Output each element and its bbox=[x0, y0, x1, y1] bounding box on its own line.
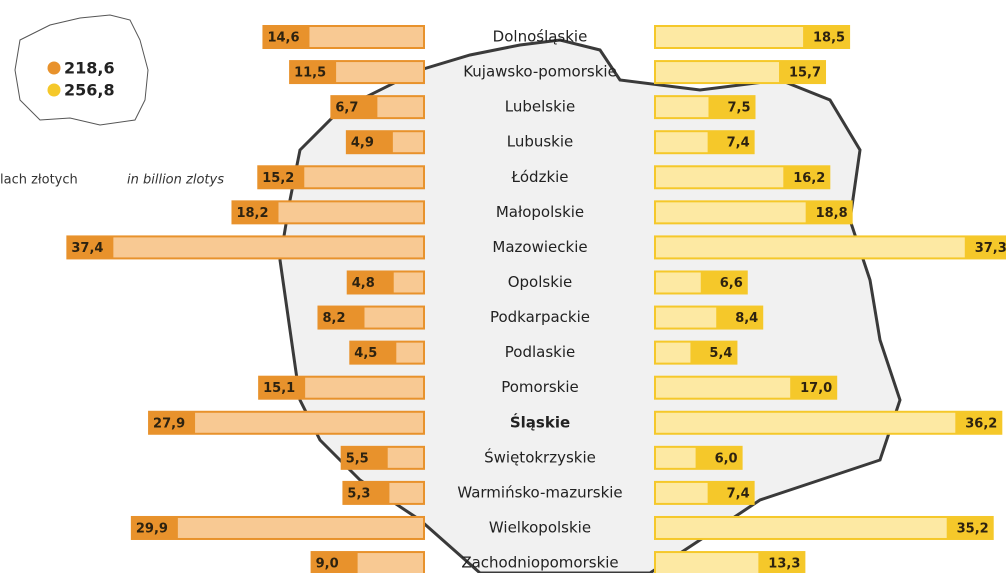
legend-label: 256,8 bbox=[64, 81, 115, 100]
bar bbox=[654, 515, 994, 540]
value-label: 37,4 bbox=[71, 241, 103, 256]
category-label: Śląskie bbox=[510, 412, 570, 431]
value-label: 5,4 bbox=[709, 346, 732, 361]
value-box bbox=[343, 481, 390, 504]
category-label: Podlaskie bbox=[505, 343, 575, 361]
value-box bbox=[964, 236, 1006, 259]
value-label: 11,5 bbox=[294, 66, 326, 81]
value-box bbox=[149, 411, 196, 434]
value-label: 13,3 bbox=[768, 557, 800, 572]
value-box bbox=[311, 552, 358, 573]
bar bbox=[66, 235, 426, 260]
category-label: Łódzkie bbox=[510, 168, 568, 186]
value-box bbox=[700, 271, 747, 294]
category-label: Kujawsko-pomorskie bbox=[463, 63, 617, 81]
value-box bbox=[803, 26, 850, 48]
value-label: 4,5 bbox=[354, 346, 377, 361]
value-label: 35,2 bbox=[957, 521, 989, 536]
value-label: 29,9 bbox=[136, 521, 168, 536]
value-label: 27,9 bbox=[153, 416, 185, 431]
unit-label-en: in billion zlotys bbox=[127, 173, 224, 188]
value-box bbox=[331, 96, 378, 119]
bar bbox=[654, 410, 1003, 435]
value-label: 8,4 bbox=[735, 311, 758, 326]
value-box bbox=[707, 131, 754, 154]
value-box bbox=[695, 446, 742, 469]
category-label: Świętokrzyskie bbox=[484, 447, 596, 466]
value-box bbox=[790, 376, 837, 399]
value-label: 7,4 bbox=[727, 136, 750, 151]
value-box bbox=[707, 481, 754, 504]
category-label: Małopolskie bbox=[496, 203, 584, 221]
value-label: 5,5 bbox=[346, 451, 369, 466]
value-box bbox=[346, 131, 393, 154]
legend-dot bbox=[47, 83, 61, 97]
bar bbox=[654, 235, 1006, 260]
value-box bbox=[758, 552, 805, 573]
category-label: Warmińsko-mazurskie bbox=[457, 483, 622, 501]
value-box bbox=[783, 166, 830, 189]
value-box bbox=[258, 166, 305, 189]
category-label: Zachodniopomorskie bbox=[461, 554, 618, 572]
value-box bbox=[131, 516, 178, 539]
value-label: 18,2 bbox=[236, 206, 268, 221]
value-label: 15,2 bbox=[262, 171, 294, 186]
value-label: 17,0 bbox=[800, 381, 832, 396]
value-label: 36,2 bbox=[965, 416, 997, 431]
value-box bbox=[259, 376, 306, 399]
value-box bbox=[347, 271, 394, 294]
category-label: Podkarpackie bbox=[490, 308, 590, 326]
category-label: Dolnośląskie bbox=[493, 28, 588, 46]
value-label: 14,6 bbox=[267, 31, 299, 46]
category-label: Lubuskie bbox=[507, 133, 574, 151]
value-label: 4,8 bbox=[352, 276, 375, 291]
value-box bbox=[955, 411, 1002, 434]
legend-label: 218,6 bbox=[64, 59, 115, 78]
value-label: 7,5 bbox=[727, 101, 750, 116]
value-box bbox=[946, 516, 993, 539]
value-box bbox=[716, 306, 763, 329]
value-label: 4,9 bbox=[351, 136, 374, 151]
value-box bbox=[67, 236, 114, 259]
value-label: 6,6 bbox=[720, 276, 743, 291]
value-label: 18,5 bbox=[813, 31, 845, 46]
value-box bbox=[232, 201, 279, 224]
value-box bbox=[318, 306, 365, 329]
legend-map bbox=[14, 14, 149, 126]
category-label: Pomorskie bbox=[501, 378, 579, 396]
category-label: Lubelskie bbox=[505, 98, 575, 116]
value-box bbox=[779, 61, 826, 84]
value-label: 15,1 bbox=[263, 381, 295, 396]
value-box bbox=[290, 61, 337, 84]
value-label: 16,2 bbox=[793, 171, 825, 186]
value-box bbox=[805, 201, 852, 224]
value-label: 7,4 bbox=[727, 486, 750, 501]
value-box bbox=[341, 446, 388, 469]
category-label: Wielkopolskie bbox=[489, 518, 591, 536]
value-label: 18,8 bbox=[816, 206, 848, 221]
value-box bbox=[350, 341, 397, 364]
value-box bbox=[690, 341, 737, 364]
unit-label: lach złotych bbox=[0, 173, 78, 188]
value-label: 9,0 bbox=[316, 557, 339, 572]
category-label: Opolskie bbox=[508, 273, 573, 291]
value-label: 37,3 bbox=[975, 241, 1006, 256]
value-label: 6,7 bbox=[335, 101, 358, 116]
value-box bbox=[708, 96, 755, 119]
value-box bbox=[263, 26, 310, 48]
legend-dot bbox=[47, 61, 61, 75]
value-label: 8,2 bbox=[322, 311, 345, 326]
value-label: 5,3 bbox=[347, 486, 370, 501]
category-label: Mazowieckie bbox=[492, 238, 587, 256]
value-label: 6,0 bbox=[715, 451, 738, 466]
value-label: 15,7 bbox=[789, 66, 821, 81]
